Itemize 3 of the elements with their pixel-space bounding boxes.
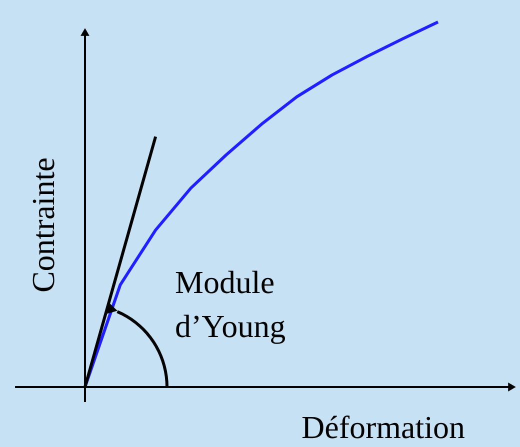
annotation: Module d’Young: [175, 264, 286, 344]
y-axis-title: Contrainte: [25, 157, 61, 293]
x-axis-title: Déformation: [302, 409, 465, 445]
